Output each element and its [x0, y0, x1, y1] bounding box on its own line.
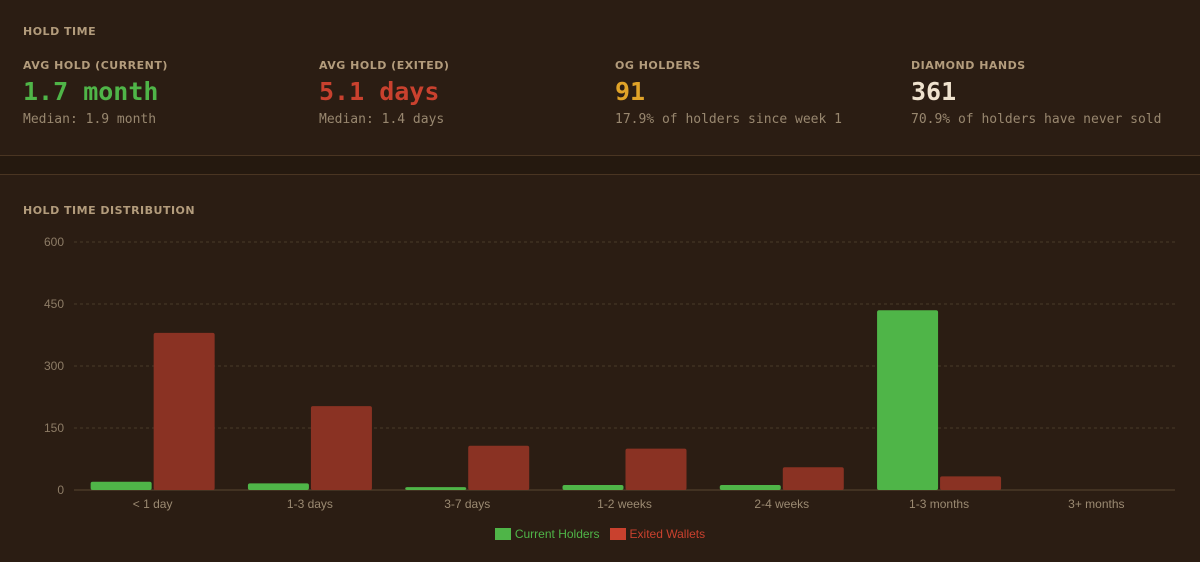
bar-exited-0[interactable] [153, 332, 215, 490]
bar-current-4[interactable] [719, 485, 781, 490]
hold-time-distribution-chart: 0 150 300 450 600 < 1 day 1-3 days 3-7 days 1-2… [44, 235, 1175, 511]
avg-hold-current-value: 1.7 month [23, 77, 159, 106]
x-tick-label: 2-4 weeks [754, 497, 809, 511]
x-tick-label: < 1 day [133, 497, 173, 511]
bar-current-0[interactable] [90, 481, 152, 490]
bar-exited-4[interactable] [782, 467, 844, 490]
hold-time-title: HOLD TIME [23, 25, 97, 38]
og-holders-value: 91 [615, 77, 646, 106]
distribution-title: HOLD TIME DISTRIBUTION [23, 204, 196, 217]
y-tick-label: 600 [44, 235, 64, 249]
y-tick-label: 150 [44, 421, 64, 435]
diamond-hands-value: 361 [911, 77, 957, 106]
avg-hold-current-stat: AVG HOLD (CURRENT) 1.7 month Median: 1.9… [23, 59, 303, 128]
bar-current-1[interactable] [247, 483, 309, 490]
x-tick-label: 3+ months [1068, 497, 1124, 511]
legend-item-current[interactable]: Current Holders [494, 527, 600, 541]
y-tick-label: 300 [44, 359, 64, 373]
avg-hold-current-label: AVG HOLD (CURRENT) [23, 59, 168, 72]
bars [90, 310, 1002, 490]
bar-exited-2[interactable] [468, 445, 530, 490]
x-axis-ticks: < 1 day 1-3 days 3-7 days 1-2 weeks 2-4 week… [133, 497, 1125, 511]
x-tick-label: 1-3 months [909, 497, 969, 511]
legend-label-exited: Exited Wallets [629, 527, 706, 541]
avg-hold-exited-median: Median: 1.4 days [319, 112, 445, 127]
chart-legend: Current Holders Exited Wallets [0, 527, 1200, 541]
y-tick-label: 450 [44, 297, 64, 311]
avg-hold-current-median: Median: 1.9 month [23, 112, 157, 127]
avg-hold-exited-value: 5.1 days [319, 77, 440, 106]
x-tick-label: 3-7 days [444, 497, 490, 511]
bar-exited-5[interactable] [940, 476, 1002, 490]
hold-time-distribution-panel: HOLD TIME DISTRIBUTION 0 150 300 450 600 < 1… [0, 174, 1200, 562]
bar-exited-3[interactable] [625, 448, 687, 490]
bar-current-3[interactable] [562, 485, 624, 490]
legend-label-current: Current Holders [514, 527, 600, 541]
bar-exited-1[interactable] [310, 406, 372, 490]
legend-swatch-current [494, 528, 511, 540]
og-holders-stat: OG HOLDERS 91 17.9% of holders since wee… [615, 59, 895, 128]
og-holders-label: OG HOLDERS [615, 59, 701, 72]
grid-lines [74, 241, 1175, 491]
bar-current-2[interactable] [405, 487, 467, 490]
avg-hold-exited-stat: AVG HOLD (EXITED) 5.1 days Median: 1.4 d… [319, 59, 599, 128]
x-tick-label: 1-3 days [287, 497, 333, 511]
avg-hold-exited-label: AVG HOLD (EXITED) [319, 59, 450, 72]
legend-swatch-exited [609, 528, 626, 540]
og-holders-sub: 17.9% of holders since week 1 [615, 112, 842, 127]
diamond-hands-sub: 70.9% of holders have never sold [911, 112, 1162, 127]
panel-divider [0, 156, 1200, 174]
diamond-hands-label: DIAMOND HANDS [911, 59, 1026, 72]
diamond-hands-stat: DIAMOND HANDS 361 70.9% of holders have … [911, 59, 1191, 128]
hold-time-panel: HOLD TIME AVG HOLD (CURRENT) 1.7 month M… [0, 0, 1200, 156]
y-tick-label: 0 [57, 483, 64, 497]
bar-current-5[interactable] [877, 310, 939, 490]
legend-item-exited[interactable]: Exited Wallets [609, 527, 706, 541]
x-tick-label: 1-2 weeks [597, 497, 652, 511]
y-axis-ticks: 0 150 300 450 600 [44, 235, 64, 497]
